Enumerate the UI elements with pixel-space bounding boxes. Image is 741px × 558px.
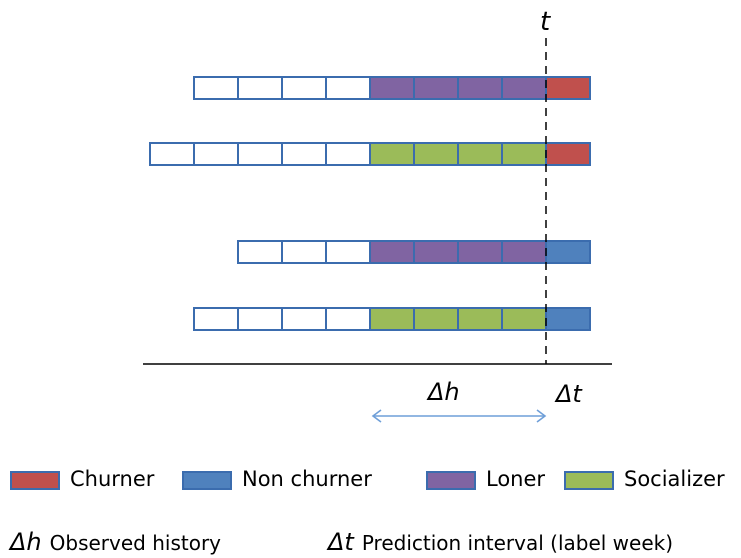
- empty-week-cell: [325, 142, 371, 166]
- socializer-week-cell: [413, 142, 459, 166]
- definition-interval: Δt Prediction interval (label week): [328, 528, 673, 558]
- non-churner-swatch: [182, 471, 232, 490]
- socializer-swatch: [564, 471, 614, 490]
- user-row: [237, 240, 591, 264]
- loner-week-cell: [501, 76, 547, 100]
- empty-week-cell: [237, 142, 283, 166]
- definition-history-label: Observed history: [49, 531, 222, 555]
- loner-week-cell: [457, 76, 503, 100]
- legend-label-socializer: Socializer: [624, 467, 725, 491]
- empty-week-cell: [325, 307, 371, 331]
- socializer-week-cell: [457, 307, 503, 331]
- time-label: t: [540, 7, 551, 37]
- loner-week-cell: [457, 240, 503, 264]
- user-row: [193, 76, 591, 100]
- loner-week-cell: [413, 240, 459, 264]
- empty-week-cell: [149, 142, 195, 166]
- socializer-week-cell: [369, 142, 415, 166]
- history-arrow: [371, 409, 547, 423]
- empty-week-cell: [237, 240, 283, 264]
- loner-week-cell: [369, 240, 415, 264]
- loner-week-cell: [501, 240, 547, 264]
- empty-week-cell: [325, 240, 371, 264]
- history-label: Δh: [426, 378, 460, 406]
- empty-week-cell: [281, 240, 327, 264]
- legend-label-loner: Loner: [486, 467, 546, 491]
- loner-swatch: [426, 471, 476, 490]
- socializer-week-cell: [369, 307, 415, 331]
- empty-week-cell: [237, 307, 283, 331]
- empty-week-cell: [281, 76, 327, 100]
- empty-week-cell: [193, 307, 239, 331]
- empty-week-cell: [193, 142, 239, 166]
- empty-week-cell: [281, 307, 327, 331]
- user-rows: [149, 76, 591, 331]
- empty-week-cell: [325, 76, 371, 100]
- user-row: [149, 142, 591, 166]
- churner-swatch: [10, 471, 60, 490]
- definition-history: Δh Observed history: [10, 528, 221, 558]
- definition-interval-symbol: Δt: [328, 528, 354, 556]
- label-week-cell: [545, 240, 591, 264]
- definition-history-symbol: Δh: [10, 528, 42, 556]
- loner-week-cell: [413, 76, 459, 100]
- label-week-cell: [545, 307, 591, 331]
- loner-week-cell: [369, 76, 415, 100]
- label-week-cell: [545, 76, 591, 100]
- socializer-week-cell: [501, 142, 547, 166]
- socializer-week-cell: [457, 142, 503, 166]
- definition-interval-label: Prediction interval (label week): [361, 531, 674, 555]
- legend-label-non-churner: Non churner: [242, 467, 372, 491]
- timeline-diagram: t Δh Δt: [143, 7, 612, 423]
- empty-week-cell: [281, 142, 327, 166]
- empty-week-cell: [237, 76, 283, 100]
- socializer-week-cell: [413, 307, 459, 331]
- label-week-cell: [545, 142, 591, 166]
- legend-label-churner: Churner: [70, 467, 155, 491]
- interval-label: Δt: [554, 380, 583, 408]
- user-row: [193, 307, 591, 331]
- socializer-week-cell: [501, 307, 547, 331]
- empty-week-cell: [193, 76, 239, 100]
